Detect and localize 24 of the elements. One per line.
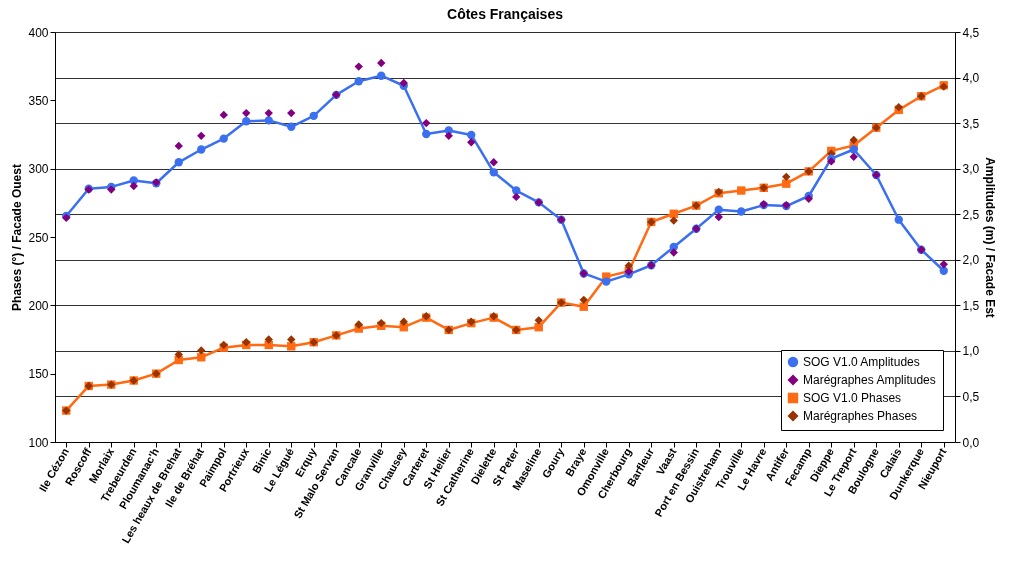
legend-label: Marégraphes Amplitudes — [803, 373, 936, 387]
y-tick-label: 350 — [28, 93, 49, 108]
y2-tick-label: 3,5 — [962, 116, 980, 131]
y2-tick-label: 1,5 — [962, 298, 980, 313]
y2-tick-label: 0,0 — [962, 435, 980, 450]
y2-tick-label: 4,5 — [962, 25, 980, 40]
y-tick-label: 250 — [28, 230, 49, 245]
chart-title: Côtes Françaises — [447, 6, 564, 22]
legend-label: Marégraphes Phases — [803, 409, 918, 423]
y-tick-label: 100 — [28, 435, 49, 450]
legend-label: SOG V1.0 Amplitudes — [803, 355, 920, 369]
y-tick-label: 200 — [28, 298, 49, 313]
y2-tick-label: 4,0 — [962, 71, 980, 86]
y2-tick-label: 0,5 — [962, 389, 980, 404]
y-tick-label: 150 — [28, 367, 49, 382]
y2-axis-title: Amplitudes (m) / Facade Est — [983, 157, 998, 318]
y-tick-label: 400 — [28, 25, 49, 40]
y2-tick-label: 2,0 — [962, 253, 980, 268]
y2-tick-label: 3,0 — [962, 162, 980, 177]
legend-label: SOG V1.0 Phases — [803, 391, 902, 405]
y-tick-label: 300 — [28, 162, 49, 177]
y2-tick-label: 1,0 — [962, 344, 980, 359]
y2-tick-label: 2,5 — [962, 207, 980, 222]
y-axis-title: Phases (°) / Facade Ouest — [10, 164, 25, 311]
